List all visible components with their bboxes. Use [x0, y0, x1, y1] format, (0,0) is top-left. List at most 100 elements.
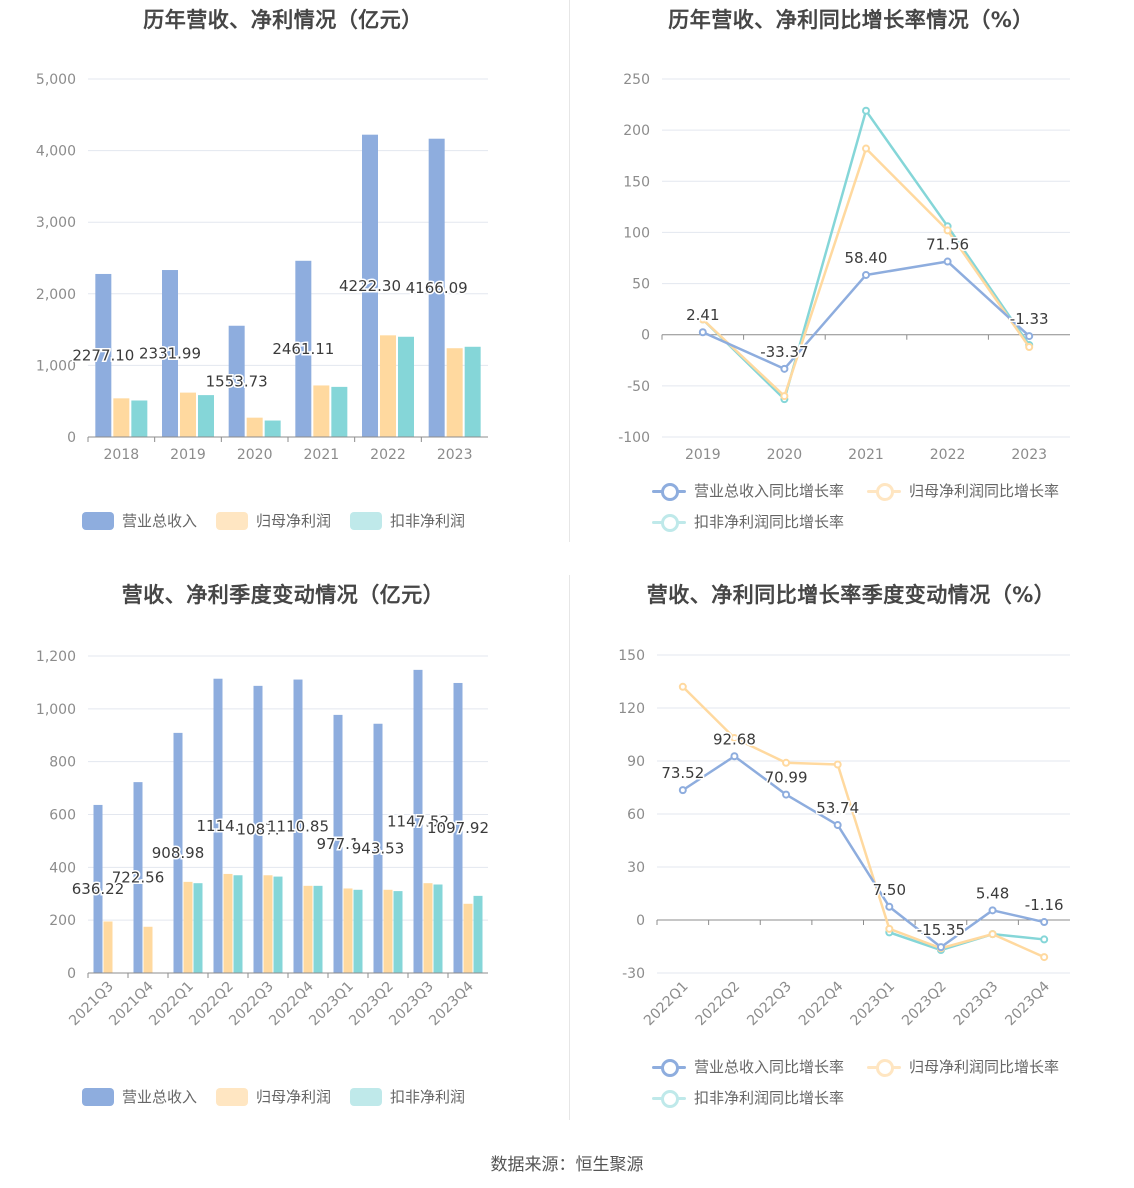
legend-item-deducted[interactable]: 扣非净利润 [350, 510, 465, 531]
data-label: -15.35 [917, 921, 965, 939]
y-tick-label: 0 [641, 328, 650, 344]
series-point [678, 786, 687, 795]
data-label: 2.41 [686, 306, 719, 324]
x-tick-label: 2023Q3 [951, 979, 1002, 1030]
legend-label: 归母净利润同比增长率 [909, 482, 1060, 500]
bar-revenue [373, 723, 383, 973]
data-label: 2277.10 [72, 346, 134, 364]
data-label: 92.68 [713, 730, 756, 748]
y-tick-label: 150 [623, 174, 650, 190]
legend-item-netprofit[interactable]: 归母净利润 [216, 1086, 331, 1107]
bar-netprofit [383, 889, 393, 973]
legend-item-netprofit[interactable]: 归母净利润 [216, 510, 331, 531]
bar-netprofit [180, 392, 196, 437]
y-tick-label: 1,200 [36, 649, 76, 665]
bar-deducted [353, 889, 363, 973]
bar-revenue [293, 679, 303, 973]
annual-revenue-profit-panel: 历年营收、净利情况（亿元） 0 1,000 2,000 3,000 4,000 5,000… [0, 0, 566, 545]
y-tick-label: 3,000 [36, 215, 76, 231]
y-tick-label: 250 [623, 72, 650, 88]
data-label: 943.53 [352, 839, 405, 857]
legend-swatch [867, 482, 901, 501]
legend-label: 营业总收入 [122, 1088, 198, 1106]
legend-label: 归母净利润同比增长率 [909, 1058, 1060, 1076]
y-tick-label: 4,000 [36, 144, 76, 160]
legend-item-netprofit-growth[interactable]: 归母净利润同比增长率 [867, 480, 1059, 501]
data-label: 2331.99 [139, 345, 201, 363]
legend-label: 营业总收入 [122, 512, 198, 530]
series-point [988, 906, 997, 915]
bar-revenue [93, 804, 103, 973]
y-tick-label: 30 [627, 860, 645, 876]
y-tick-label: -50 [627, 379, 650, 395]
x-tick-label: 2020 [767, 447, 803, 463]
legend-item-netprofit-growth[interactable]: 归母净利润同比增长率 [867, 1056, 1059, 1077]
bar-revenue [295, 260, 312, 437]
y-tick-label: 120 [618, 701, 645, 717]
bar-deducted [393, 891, 403, 973]
bar-netprofit [446, 348, 463, 437]
legend-item-revenue[interactable]: 营业总收入 [82, 510, 197, 531]
series-point [698, 328, 707, 337]
bar-revenue [253, 685, 263, 973]
bar-netprofit [103, 921, 113, 973]
series-point [943, 226, 952, 235]
bar-deducted [464, 346, 481, 437]
bar-revenue [413, 669, 423, 973]
x-tick-label: 2023 [1011, 447, 1047, 463]
legend-swatch [350, 511, 382, 530]
series-point [782, 758, 791, 767]
chart-title: 历年营收、净利情况（亿元） [143, 8, 423, 32]
divider [569, 0, 570, 542]
legend-swatch [216, 1087, 248, 1106]
legend-swatch [652, 482, 686, 501]
annual-bar-chart: 0 1,000 2,000 3,000 4,000 5,000 2018 2277.10 201… [36, 72, 488, 463]
series-point [1025, 332, 1034, 341]
y-tick-label: 90 [627, 754, 645, 770]
x-tick-label: 2023Q4 [1002, 978, 1053, 1029]
bar-netprofit [263, 875, 273, 973]
x-tick-label: 2021 [848, 447, 884, 463]
series-point [862, 144, 870, 153]
data-label: 53.74 [816, 799, 859, 817]
bar-netprofit [246, 417, 263, 437]
y-tick-label: 1,000 [36, 358, 76, 374]
data-label: 7.50 [873, 881, 906, 899]
legend: 营业总收入同比增长率 归母净利润同比增长率 扣非净利润同比增长率 [568, 1056, 1134, 1116]
series-line-revenue [682, 755, 1045, 949]
series-point [988, 930, 997, 939]
y-tick-label: 60 [627, 807, 645, 823]
chart-title: 历年营收、净利同比增长率情况（%） [668, 8, 1034, 32]
bar-deducted [273, 876, 283, 973]
bar-revenue [95, 273, 112, 437]
legend-swatch [652, 1058, 686, 1077]
series-point [780, 392, 789, 401]
y-tick-label: 400 [49, 860, 76, 876]
bar-revenue [428, 138, 445, 438]
legend-swatch [652, 513, 686, 532]
x-tick-label: 2022Q4 [796, 978, 847, 1029]
data-label: 1147.52 [387, 812, 449, 830]
y-tick-label: -30 [622, 966, 645, 982]
series-point [1040, 918, 1049, 927]
legend-item-deducted-growth[interactable]: 扣非净利润同比增长率 [652, 511, 844, 532]
x-tick-label: 2023Q1 [848, 979, 899, 1030]
legend-item-revenue-growth[interactable]: 营业总收入同比增长率 [652, 480, 844, 501]
legend-item-revenue-growth[interactable]: 营业总收入同比增长率 [652, 1056, 844, 1077]
legend-item-revenue[interactable]: 营业总收入 [82, 1086, 197, 1107]
bar-deducted [313, 885, 323, 973]
bar-netprofit [313, 385, 330, 437]
legend-swatch [652, 1089, 686, 1108]
y-tick-label: -100 [618, 430, 650, 446]
legend-label: 营业总收入同比增长率 [694, 1058, 845, 1076]
y-tick-label: 100 [623, 225, 650, 241]
quarterly-growth-panel: 营收、净利同比增长率季度变动情况（%） -30 0 30 60 90 120 150 2022… [568, 570, 1134, 1120]
bar-deducted [398, 336, 414, 437]
bar-deducted [193, 883, 203, 973]
data-label: 722.56 [112, 869, 165, 887]
legend-item-deducted[interactable]: 扣非净利润 [350, 1086, 465, 1107]
data-label: 1114. [197, 817, 240, 835]
bar-netprofit [343, 888, 353, 973]
chart-title: 营收、净利同比增长率季度变动情况（%） [646, 583, 1056, 607]
legend-item-deducted-growth[interactable]: 扣非净利润同比增长率 [652, 1087, 844, 1108]
